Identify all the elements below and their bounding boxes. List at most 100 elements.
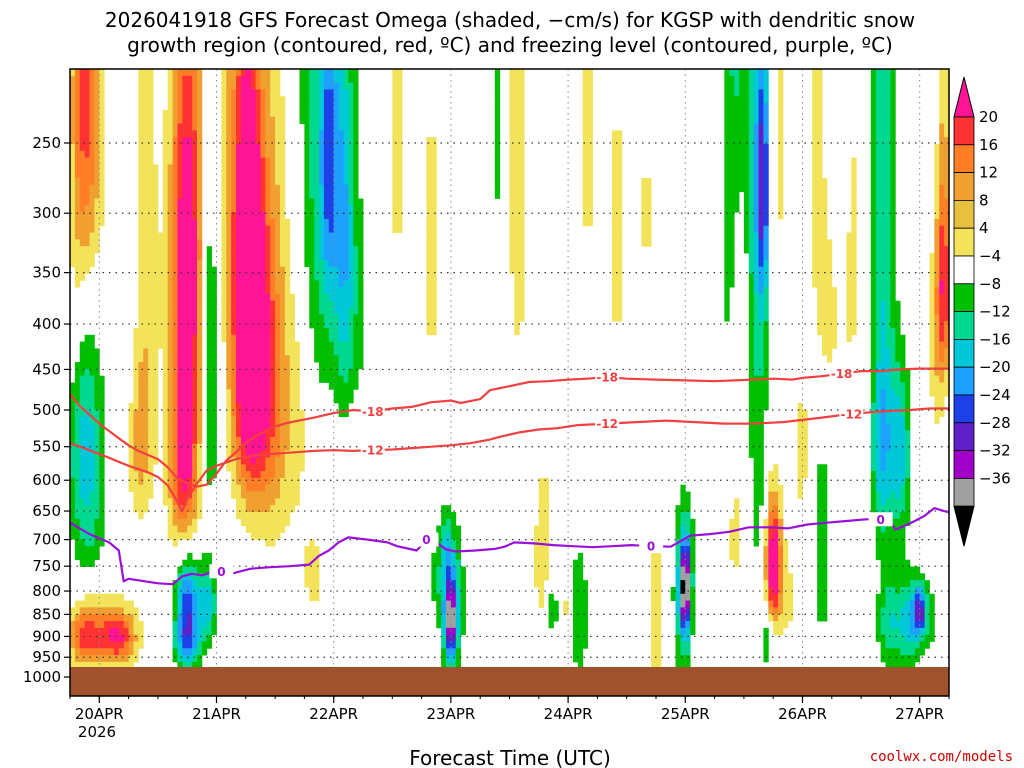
omega-cell (99, 103, 105, 111)
omega-cell (109, 593, 115, 601)
omega-cell (177, 225, 183, 233)
omega-cell (319, 259, 325, 268)
omega-cell (690, 573, 696, 581)
omega-cell (905, 566, 911, 574)
omega-cell (885, 348, 891, 356)
omega-cell (177, 109, 183, 118)
omega-cell (245, 266, 252, 274)
omega-cell (895, 586, 901, 595)
omega-cell (236, 225, 242, 233)
omega-cell (240, 191, 247, 199)
omega-cell (533, 532, 540, 540)
omega-cell (231, 143, 237, 152)
omega-cell (70, 477, 76, 486)
omega-cell (187, 443, 193, 452)
omega-cell (157, 293, 164, 302)
omega-cell (812, 246, 818, 254)
omega-cell (294, 396, 300, 404)
omega-cell (348, 164, 354, 172)
omega-cell (138, 389, 144, 397)
omega-cell (748, 137, 755, 145)
omega-cell (299, 82, 305, 90)
omega-cell (187, 157, 193, 165)
omega-cell (226, 307, 232, 315)
omega-cell (187, 375, 193, 383)
omega-cell (338, 266, 344, 274)
omega-cell (729, 82, 735, 90)
omega-cell (880, 559, 886, 567)
omega-cell (270, 348, 276, 356)
omega-cell (84, 198, 90, 206)
omega-cell (279, 348, 286, 356)
omega-cell (153, 348, 159, 356)
omega-cell (778, 511, 784, 520)
omega-cell (89, 402, 95, 411)
omega-cell (875, 464, 882, 472)
omega-cell (250, 409, 256, 417)
omega-cell (729, 546, 735, 554)
omega-cell (333, 239, 339, 247)
omega-cell (94, 75, 100, 84)
omega-cell (284, 239, 291, 247)
omega-cell (236, 96, 242, 104)
omega-cell (240, 218, 247, 227)
omega-cell (934, 273, 940, 281)
omega-cell (348, 355, 354, 363)
omega-cell (275, 69, 281, 77)
omega-cell (70, 103, 76, 111)
omega-cell (758, 348, 764, 356)
omega-cell (543, 539, 549, 547)
omega-cell (187, 198, 193, 206)
omega-cell (348, 300, 354, 308)
omega-cell (724, 314, 730, 322)
omega-cell (196, 89, 203, 97)
omega-cell (206, 307, 213, 315)
omega-cell (314, 355, 320, 363)
omega-cell (880, 137, 886, 145)
omega-cell (167, 464, 173, 472)
omega-cell (265, 368, 271, 377)
omega-cell (875, 89, 882, 97)
omega-cell (353, 253, 359, 261)
omega-cell (299, 116, 305, 124)
omega-cell (944, 116, 949, 124)
omega-cell (231, 103, 237, 111)
omega-cell (729, 266, 735, 274)
omega-cell (167, 164, 173, 172)
omega-cell (162, 416, 169, 424)
omega-cell (763, 280, 769, 288)
omega-cell (255, 171, 261, 179)
omega-cell (870, 321, 877, 329)
omega-cell (822, 191, 828, 199)
omega-cell (758, 198, 764, 206)
omega-cell (74, 382, 81, 390)
omega-cell (944, 184, 949, 193)
omega-cell (304, 89, 310, 97)
omega-cell (338, 218, 344, 227)
omega-cell (612, 293, 618, 302)
omega-cell (177, 178, 183, 186)
omega-cell (99, 498, 105, 506)
omega-cell (338, 341, 344, 349)
omega-cell (743, 246, 750, 254)
omega-cell (275, 341, 281, 349)
omega-cell (294, 464, 300, 472)
omega-cell (885, 327, 891, 336)
omega-cell (656, 580, 662, 588)
omega-cell (328, 341, 335, 349)
omega-cell (319, 123, 325, 131)
omega-cell (289, 457, 296, 465)
omega-cell (245, 130, 252, 138)
omega-cell (353, 266, 359, 274)
omega-cell (895, 518, 901, 527)
omega-cell (944, 75, 949, 84)
omega-cell (226, 143, 232, 152)
omega-cell (79, 430, 86, 438)
omega-cell (348, 321, 354, 329)
omega-cell (612, 280, 618, 288)
omega-cell (680, 552, 686, 561)
omega-cell (79, 191, 86, 199)
omega-cell (79, 218, 86, 227)
omega-cell (172, 116, 178, 124)
omega-cell (880, 334, 886, 343)
